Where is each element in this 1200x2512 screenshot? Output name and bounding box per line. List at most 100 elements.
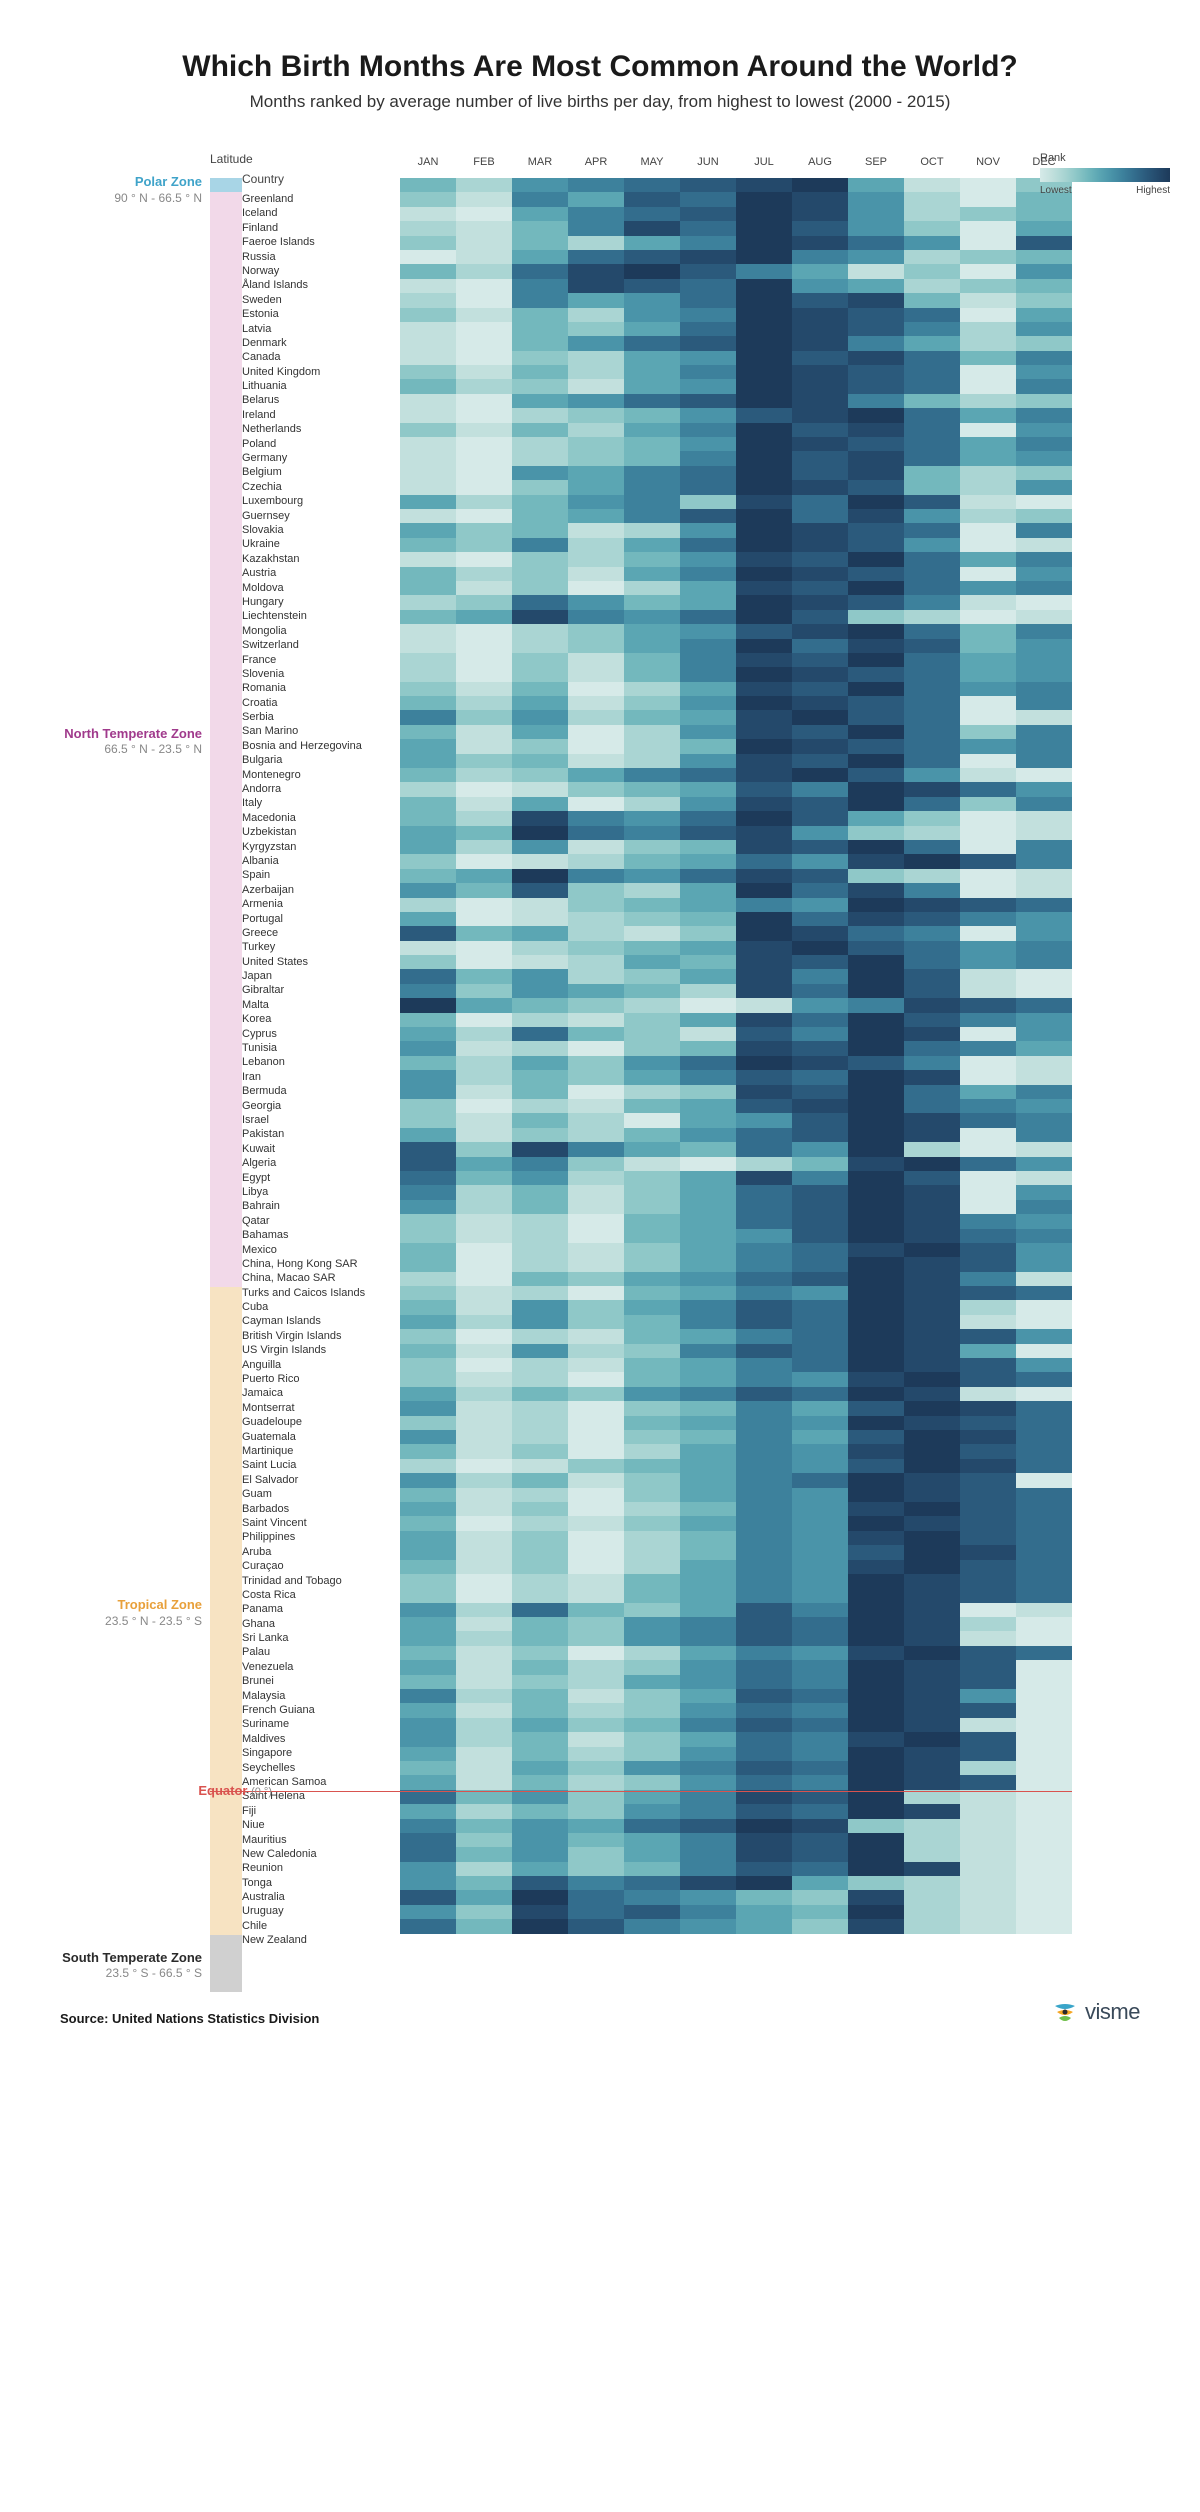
heat-cell <box>680 1790 736 1804</box>
heat-cell <box>904 308 960 322</box>
heat-cell <box>736 437 792 451</box>
heat-cell <box>512 595 568 609</box>
heat-cell <box>680 1387 736 1401</box>
country-row: Palau <box>242 1645 400 1659</box>
heat-cell <box>960 538 1016 552</box>
heat-cell <box>400 869 456 883</box>
heat-cell <box>960 1315 1016 1329</box>
heat-row <box>400 1430 1072 1444</box>
heat-cell <box>736 667 792 681</box>
heat-cell <box>736 1502 792 1516</box>
heat-row <box>400 667 1072 681</box>
heat-cell <box>624 538 680 552</box>
heat-cell <box>736 739 792 753</box>
heat-cell <box>1016 1718 1072 1732</box>
heat-cell <box>848 394 904 408</box>
country-row: Suriname <box>242 1717 400 1731</box>
heat-cell <box>624 1631 680 1645</box>
heat-cell <box>456 941 512 955</box>
heat-cell <box>512 1344 568 1358</box>
heat-cell <box>960 854 1016 868</box>
heat-cell <box>680 351 736 365</box>
heat-cell <box>624 437 680 451</box>
heat-cell <box>848 1085 904 1099</box>
heat-row <box>400 1718 1072 1732</box>
heat-cell <box>400 538 456 552</box>
heat-cell <box>1016 912 1072 926</box>
heat-cell <box>848 1387 904 1401</box>
heat-cell <box>680 1243 736 1257</box>
heat-cell <box>568 1588 624 1602</box>
heat-cell <box>568 279 624 293</box>
country-row: Panama <box>242 1602 400 1616</box>
heat-cell <box>680 1732 736 1746</box>
heat-cell <box>1016 710 1072 724</box>
heat-cell <box>792 739 848 753</box>
heat-cell <box>848 1574 904 1588</box>
heat-cell <box>568 869 624 883</box>
heat-cell <box>512 466 568 480</box>
heat-cell <box>624 1890 680 1904</box>
heat-cell <box>848 797 904 811</box>
heat-cell <box>848 408 904 422</box>
heat-cell <box>848 1588 904 1602</box>
heat-cell <box>1016 1041 1072 1055</box>
heat-cell <box>512 336 568 350</box>
heat-cell <box>456 883 512 897</box>
heat-cell <box>568 854 624 868</box>
heat-cell <box>960 826 1016 840</box>
heat-cell <box>792 998 848 1012</box>
heat-cell <box>680 1646 736 1660</box>
heat-cell <box>904 682 960 696</box>
heat-row <box>400 1689 1072 1703</box>
heat-cell <box>624 610 680 624</box>
heat-cell <box>848 1214 904 1228</box>
heat-cell <box>624 854 680 868</box>
country-row: San Marino <box>242 724 400 738</box>
heat-cell <box>960 1603 1016 1617</box>
heat-cell <box>792 1847 848 1861</box>
heat-cell <box>568 1300 624 1314</box>
heat-cell <box>400 1185 456 1199</box>
heat-cell <box>680 538 736 552</box>
heat-cell <box>960 624 1016 638</box>
heat-cell <box>792 1344 848 1358</box>
heat-cell <box>624 739 680 753</box>
zones-column: Latitude Polar Zone90 ° N - 66.5 ° NNort… <box>60 152 210 1948</box>
heat-cell <box>568 1142 624 1156</box>
heat-cell <box>624 581 680 595</box>
heat-cell <box>960 1531 1016 1545</box>
heat-cell <box>624 1113 680 1127</box>
heat-cell <box>848 912 904 926</box>
heat-cell <box>904 495 960 509</box>
country-column: Country GreenlandIcelandFinlandFaeroe Is… <box>242 152 400 1948</box>
heat-cell <box>680 955 736 969</box>
heat-cell <box>792 1459 848 1473</box>
heat-cell <box>792 639 848 653</box>
heat-cell <box>792 1790 848 1804</box>
heat-cell <box>904 1876 960 1890</box>
heat-cell <box>568 725 624 739</box>
month-header-feb: FEB <box>456 156 512 168</box>
heat-row <box>400 538 1072 552</box>
heat-cell <box>960 696 1016 710</box>
country-row: Armenia <box>242 897 400 911</box>
heat-cell <box>848 1027 904 1041</box>
country-row: Faeroe Islands <box>242 235 400 249</box>
heat-cell <box>680 1617 736 1631</box>
heat-cell <box>960 1099 1016 1113</box>
heat-cell <box>680 926 736 940</box>
heat-cell <box>736 840 792 854</box>
heat-row <box>400 1847 1072 1861</box>
heat-cell <box>904 1775 960 1789</box>
heat-row <box>400 264 1072 278</box>
heat-cell <box>624 1272 680 1286</box>
heat-cell <box>680 1171 736 1185</box>
heat-cell <box>904 639 960 653</box>
heat-cell <box>456 1545 512 1559</box>
country-row: Bosnia and Herzegovina <box>242 739 400 753</box>
country-row: Cyprus <box>242 1027 400 1041</box>
heat-cell <box>624 653 680 667</box>
heat-cell <box>400 308 456 322</box>
heat-cell <box>792 1272 848 1286</box>
